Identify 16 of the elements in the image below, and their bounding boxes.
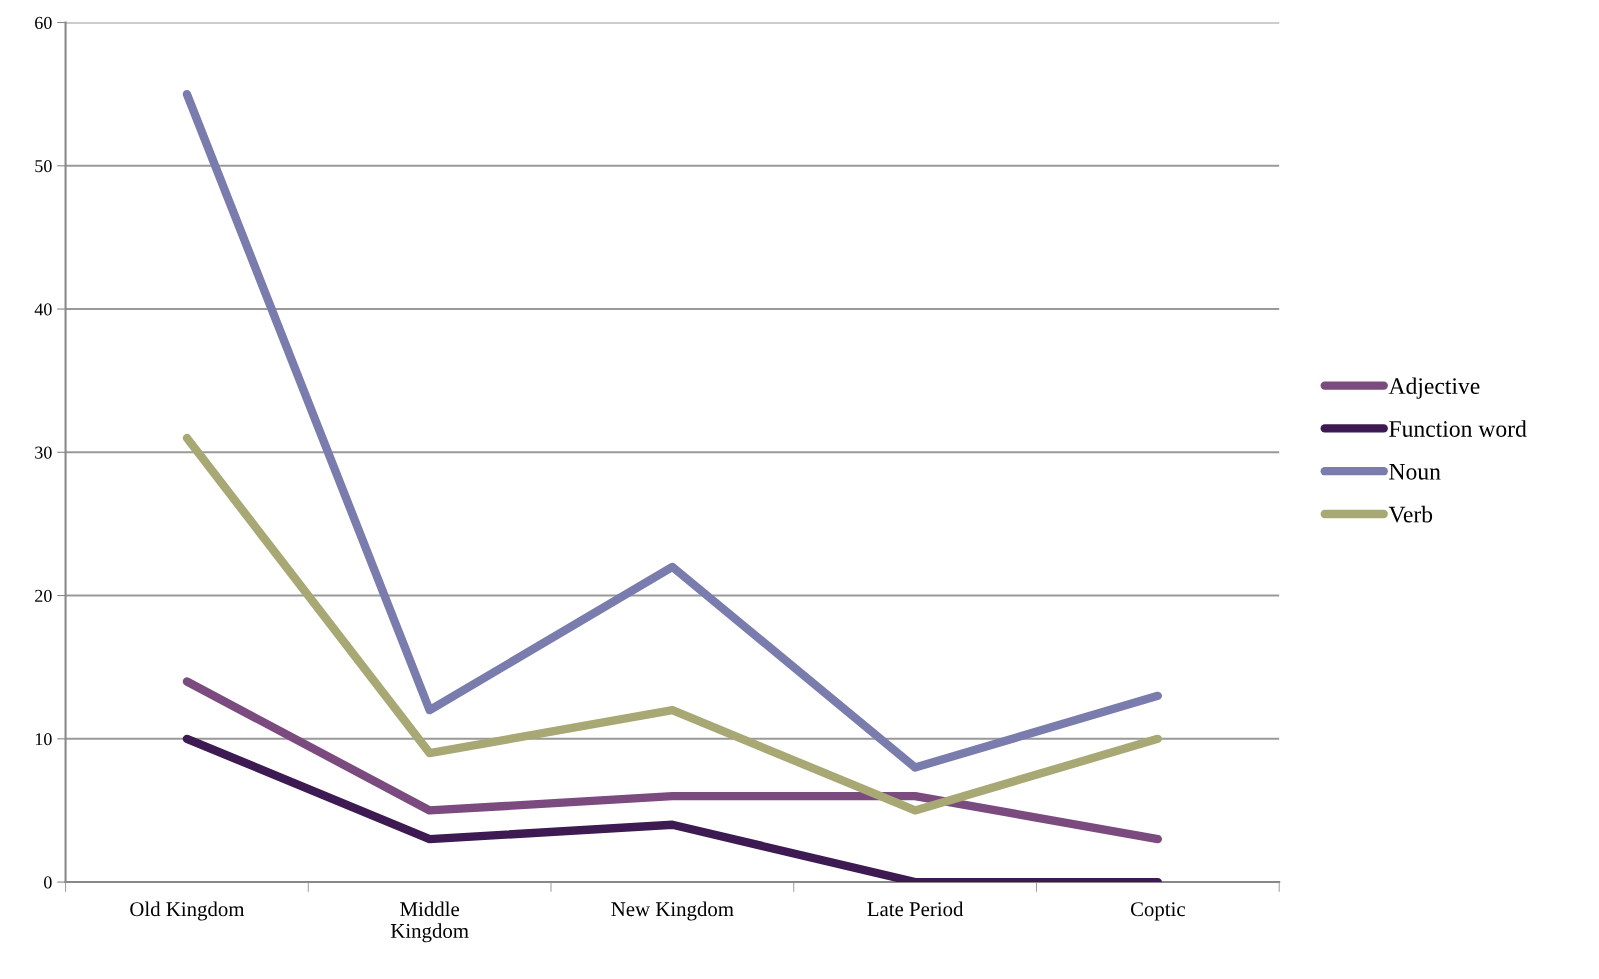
y-tick-label: 0 — [44, 876, 52, 889]
x-tick-label: Middle Kingdom — [390, 901, 469, 943]
legend-label: Noun — [1389, 463, 1441, 480]
legend-label: Function word — [1389, 420, 1527, 437]
y-tick-label: 40 — [34, 303, 52, 316]
y-tick-label: 10 — [35, 733, 52, 746]
x-tick-label: Old Kingdom — [130, 901, 245, 921]
y-tick-label: 20 — [35, 589, 52, 602]
x-tick-label: Coptic — [1130, 902, 1185, 921]
x-tick-label: New Kingdom — [611, 901, 734, 921]
y-tick-label: 60 — [35, 16, 52, 29]
y-tick-label: 50 — [35, 160, 52, 173]
y-tick-label: 30 — [35, 446, 52, 459]
x-tick-label: Late Period — [867, 901, 964, 917]
legend-label: Adjective — [1388, 377, 1480, 399]
legend-label: Verb — [1388, 505, 1433, 523]
